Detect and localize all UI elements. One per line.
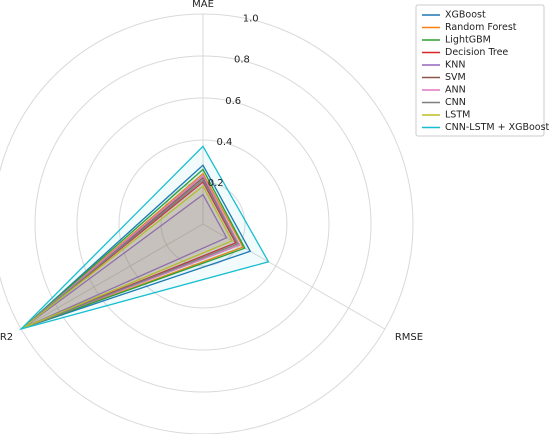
series-random-forest-polygon — [22, 172, 244, 329]
series-xgboost-polygon — [22, 164, 252, 329]
series-lstm-polygon — [22, 185, 234, 329]
series-decision-tree-polygon — [22, 181, 237, 329]
series-knn-polygon — [22, 193, 228, 329]
radial-tick-label: 1.0 — [243, 14, 259, 25]
series-cnn-polygon — [22, 178, 239, 329]
series-lightgbm-polygon — [22, 168, 246, 329]
axis-labels: 0.2 0.4 0.6 0.8 1.0 MAE RMSE R2 — [0, 0, 423, 343]
legend-entry-label: CNN — [445, 97, 466, 108]
legend-entry-label: Random Forest — [445, 22, 517, 33]
radial-tick-label: 0.8 — [234, 55, 250, 66]
legend-entry-label: LSTM — [445, 110, 470, 121]
series-ann-polygon — [22, 174, 241, 329]
axis-spoke — [20, 223, 204, 330]
legend-entry-label: Decision Tree — [445, 47, 508, 58]
axis-label-rmse: RMSE — [395, 332, 423, 343]
legend-entry-label: XGBoost — [445, 10, 486, 21]
axis-label-r2: R2 — [0, 332, 13, 343]
legend-entry-label: KNN — [445, 60, 465, 71]
radial-tick-label: 0.4 — [217, 137, 233, 148]
series-polygons — [18, 145, 270, 331]
axis-label-mae: MAE — [192, 0, 214, 10]
radial-tick-label: 0.2 — [208, 178, 224, 189]
legend-entry-label: ANN — [445, 85, 466, 96]
series-cnn-lstm-xgboost-polygon — [18, 145, 270, 331]
radial-tick-label: 0.6 — [225, 96, 241, 107]
axis-spoke — [202, 223, 386, 330]
legend-entry-label: LightGBM — [445, 35, 491, 46]
legend-entry-label: SVM — [445, 72, 466, 83]
legend-frame — [415, 4, 545, 137]
legend-entry-label: CNN-LSTM + XGBoost — [445, 122, 550, 133]
axis-spokes — [20, 14, 386, 330]
